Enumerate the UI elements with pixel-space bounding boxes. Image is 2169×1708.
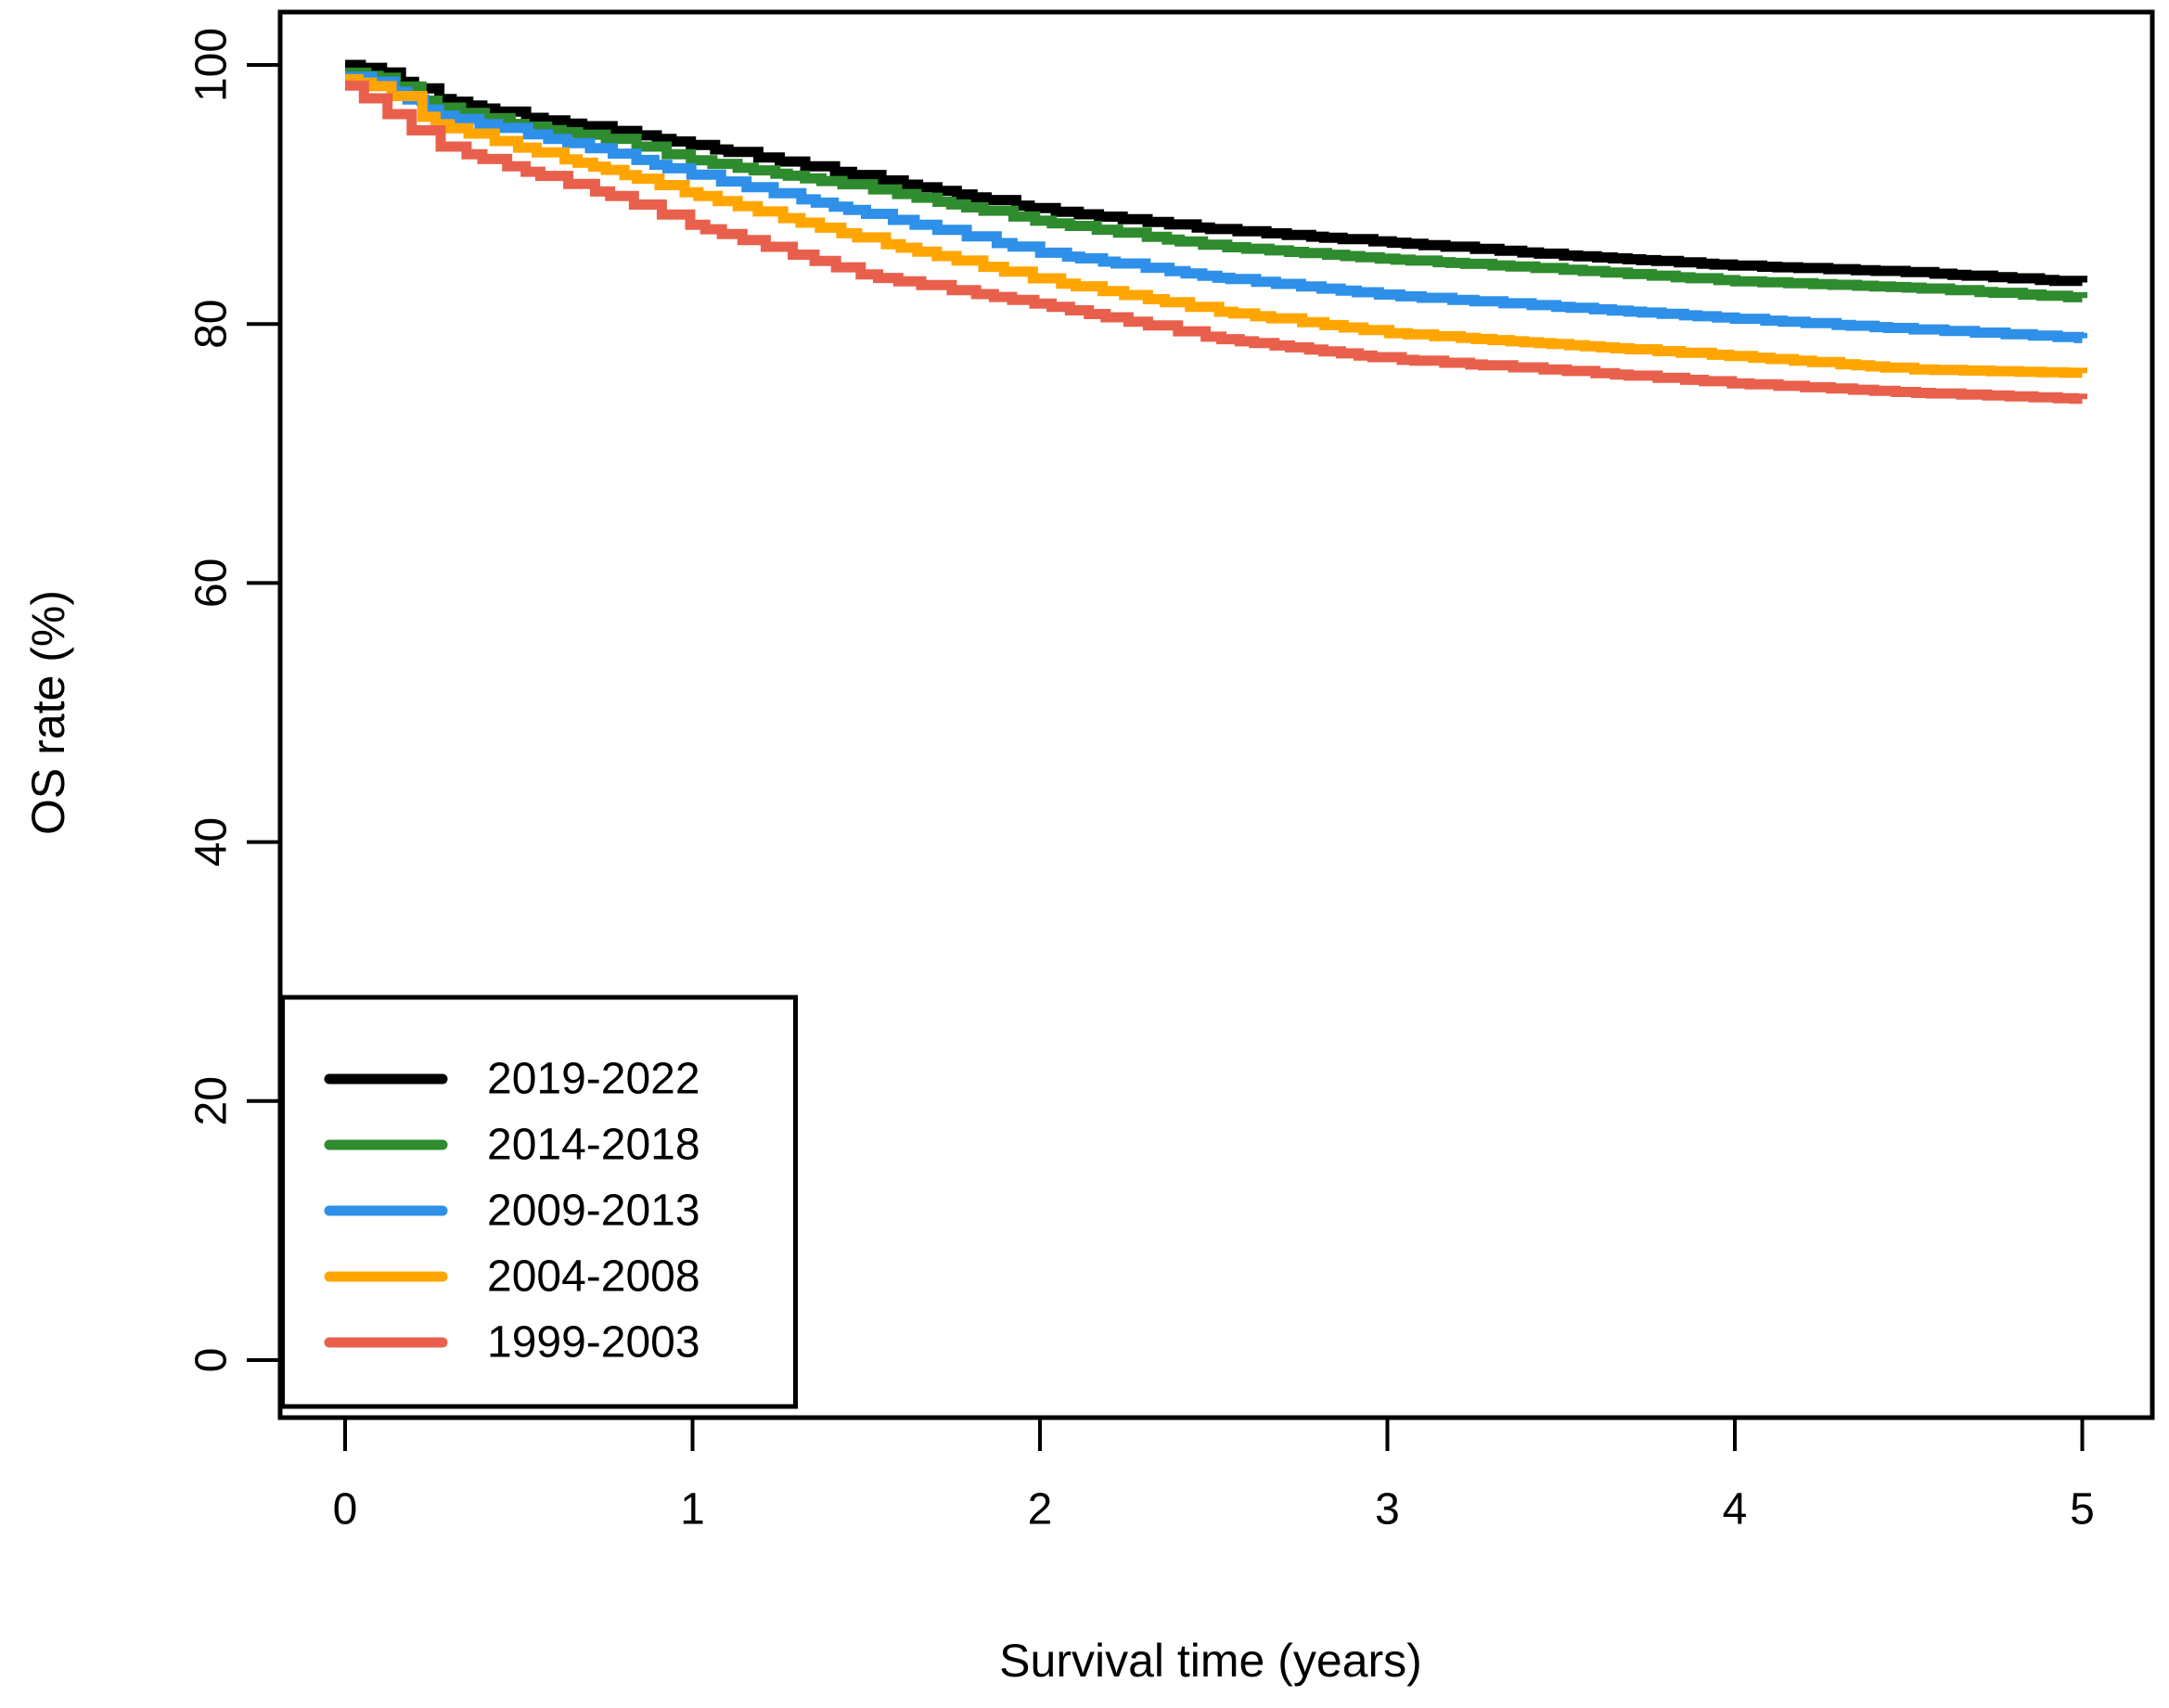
y-tick-label: 60: [187, 559, 237, 608]
y-axis-label: OS rate (%): [22, 590, 74, 835]
legend-item: 2014-2018: [324, 1121, 700, 1170]
legend-item: 1999-2003: [324, 1318, 700, 1368]
legend-label-2009-2013: 2009-2013: [487, 1187, 700, 1236]
x-axis: 0 1 2 3 4 5: [333, 1418, 2095, 1535]
y-tick-label: 40: [187, 817, 237, 867]
x-tick-label: 4: [1723, 1485, 1748, 1535]
y-axis: 0 20 40 60 80 100: [187, 28, 280, 1373]
survival-curve-1999-2003: [345, 80, 2087, 405]
legend-label-2014-2018: 2014-2018: [487, 1121, 700, 1170]
x-tick-label: 5: [2070, 1485, 2095, 1535]
x-axis-label: Survival time (years): [999, 1635, 1422, 1687]
survival-curve-2014-2018: [345, 67, 2087, 302]
x-tick-label: 2: [1028, 1485, 1053, 1535]
survival-curve-2019-2022: [345, 59, 2087, 287]
legend-label-2004-2008: 2004-2008: [487, 1252, 700, 1302]
y-tick-label: 0: [187, 1348, 237, 1373]
plot-frame: [277, 9, 2155, 1420]
survival-curve-2009-2013: [345, 71, 2087, 343]
legend: 2019-2022 2014-2018 2009-2013 2004-2008 1999…: [280, 995, 798, 1409]
curves-group: [345, 59, 2087, 405]
legend-item: 2004-2008: [324, 1252, 700, 1302]
x-tick-label: 3: [1375, 1485, 1400, 1535]
survival-curve-2004-2008: [345, 73, 2087, 379]
legend-item: 2009-2013: [324, 1187, 700, 1236]
y-tick-label: 80: [187, 300, 237, 349]
x-tick-label: 0: [333, 1485, 358, 1535]
legend-item: 2019-2022: [324, 1055, 700, 1104]
y-tick-label: 20: [187, 1076, 237, 1125]
y-tick-label: 100: [187, 28, 237, 102]
legend-label-1999-2003: 1999-2003: [487, 1318, 700, 1368]
legend-label-2019-2022: 2019-2022: [487, 1055, 700, 1104]
x-tick-label: 1: [680, 1485, 705, 1535]
